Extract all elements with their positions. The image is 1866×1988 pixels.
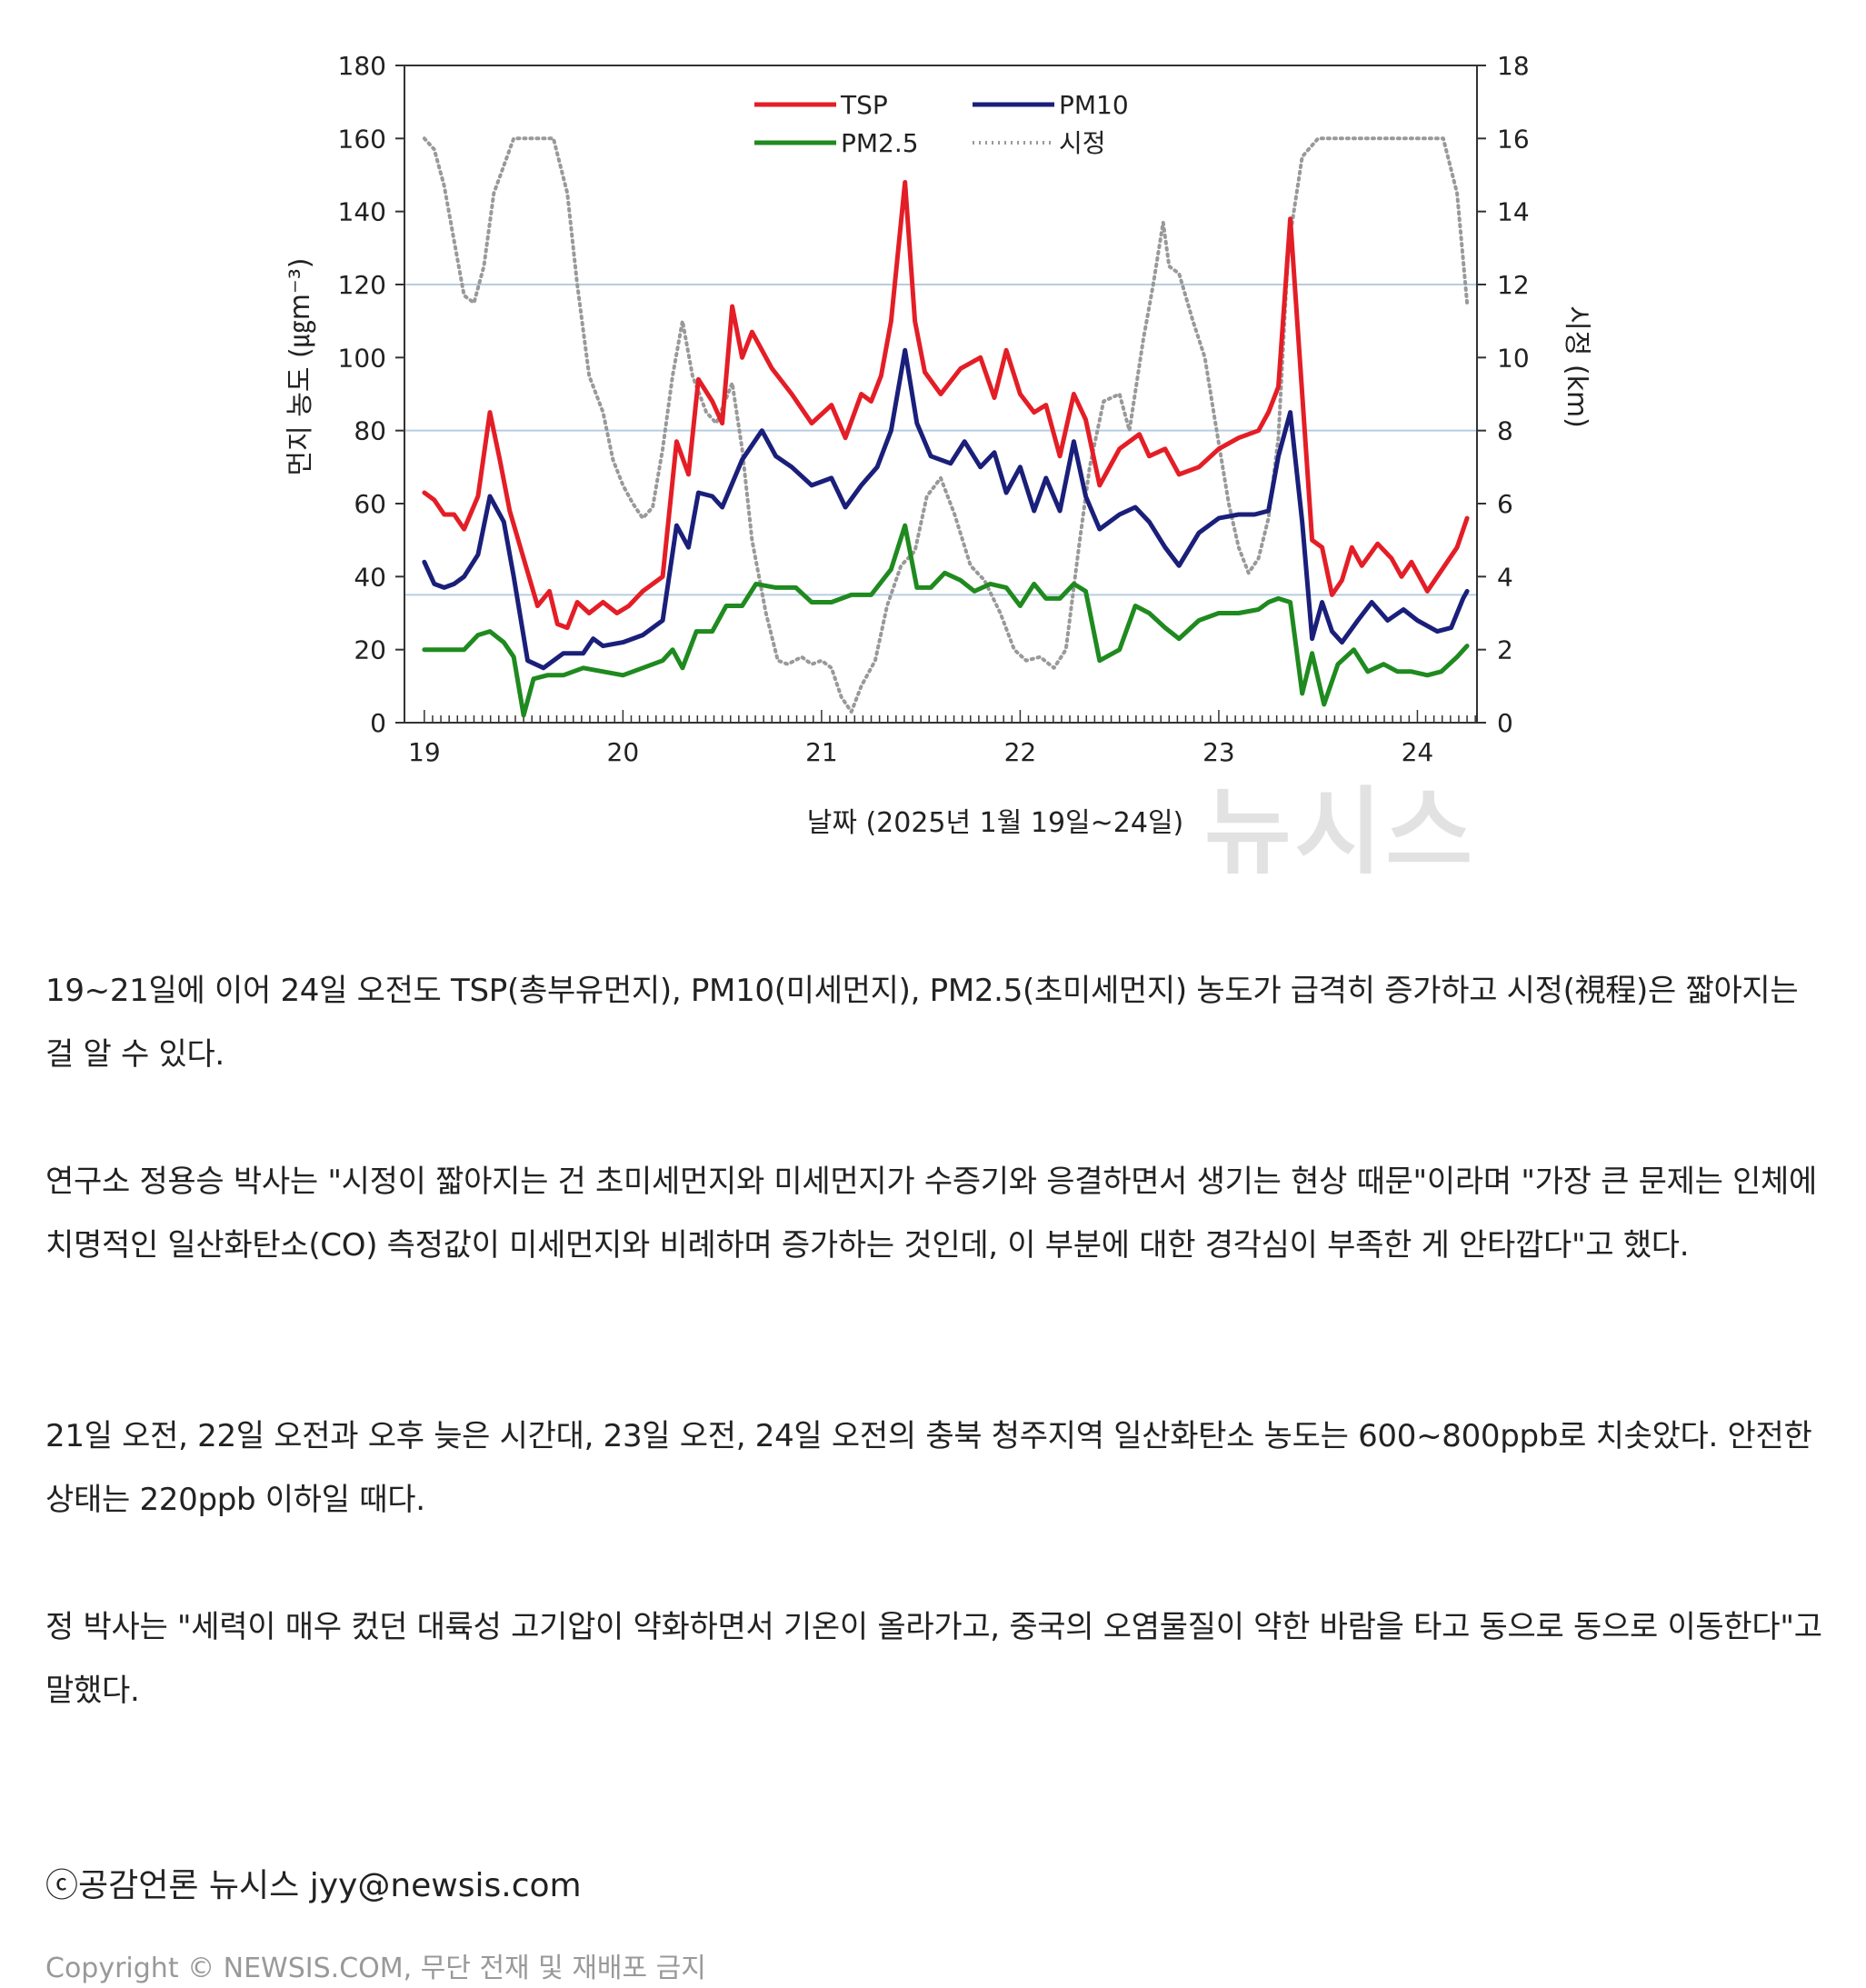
- y-left-tick-label: 160: [338, 124, 386, 154]
- legend-label: PM10: [1059, 90, 1129, 120]
- article-paragraph-1: 19~21일에 이어 24일 오전도 TSP(총부유먼지), PM10(미세먼지…: [45, 959, 1827, 1086]
- y-left-tick-label: 180: [338, 51, 386, 81]
- chart-svg: 0204060801001201401601800246810121416181…: [284, 51, 1592, 839]
- paragraph-text: 정 박사는 "세력이 매우 컸던 대륙성 고기압이 약화하면서 기온이 올라가고…: [45, 1609, 1822, 1709]
- dust-concentration-chart: 0 20 40 60 80 100 120 140 160 180 0 2 4 6 8 10 12 14 16 18 1…: [264, 36, 1600, 887]
- legend-label: TSP: [840, 90, 888, 120]
- x-axis-label: 날짜 (2025년 1월 19일~24일): [807, 807, 1184, 839]
- y-left-tick-label: 100: [338, 343, 386, 373]
- x-tick-label: 23: [1202, 737, 1235, 767]
- article-paragraph-3: 21일 오전, 22일 오전과 오후 늦은 시간대, 23일 오전, 24일 오…: [45, 1404, 1827, 1532]
- y-left-tick-label: 120: [338, 270, 386, 300]
- y-left-axis-label: 먼지 농도 (㎍m⁻³): [284, 258, 316, 476]
- series-line-visibility: [422, 136, 1470, 714]
- series-line-tsp: [422, 180, 1470, 631]
- x-tick-label: 22: [1004, 737, 1037, 767]
- y-left-tick-label: 0: [370, 708, 386, 738]
- x-tick-label: 24: [1402, 737, 1434, 767]
- y-right-tick-label: 0: [1497, 708, 1513, 738]
- plot-frame: [404, 65, 1478, 724]
- series-line-pm10: [422, 347, 1470, 671]
- article-paragraph-4: 정 박사는 "세력이 매우 컸던 대륙성 고기압이 약화하면서 기온이 올라가고…: [45, 1595, 1827, 1723]
- paragraph-text: 21일 오전, 22일 오전과 오후 늦은 시간대, 23일 오전, 24일 오…: [45, 1418, 1812, 1518]
- y-left-tick-label: 140: [338, 197, 386, 227]
- y-right-axis-label: 시정 (km): [1561, 305, 1592, 428]
- series-line-pm25: [422, 523, 1470, 718]
- y-left-tick-label: 60: [354, 489, 386, 519]
- x-tick-label: 19: [408, 737, 441, 767]
- legend-label: 시정: [1059, 128, 1106, 158]
- y-left-tick-label: 80: [354, 416, 386, 446]
- legend-label: PM2.5: [841, 128, 919, 158]
- y-right-tick-label: 2: [1497, 635, 1513, 665]
- y-right-tick-label: 4: [1497, 562, 1513, 592]
- paragraph-text: 19~21일에 이어 24일 오전도 TSP(총부유먼지), PM10(미세먼지…: [45, 973, 1799, 1073]
- y-left-tick-label: 20: [354, 635, 386, 665]
- y-right-tick-label: 14: [1497, 197, 1530, 227]
- x-tick-label: 21: [805, 737, 838, 767]
- y-right-tick-label: 10: [1497, 343, 1530, 373]
- y-left-tick-label: 40: [354, 562, 386, 592]
- x-tick-label: 20: [607, 737, 640, 767]
- article-paragraph-2: 연구소 정용승 박사는 "시정이 짧아지는 건 초미세먼지와 미세먼지가 수증기…: [45, 1150, 1827, 1277]
- y-right-tick-label: 8: [1497, 416, 1513, 446]
- y-right-tick-label: 6: [1497, 489, 1513, 519]
- copyright-notice: Copyright © NEWSIS.COM, 무단 전재 및 재배포 금지: [45, 1953, 706, 1984]
- y-right-tick-label: 12: [1497, 270, 1530, 300]
- newsis-watermark: 뉴시스: [1204, 776, 1477, 887]
- byline: ⓒ공감언론 뉴시스 jyy@newsis.com: [45, 1867, 582, 1904]
- y-right-tick-label: 18: [1497, 51, 1530, 81]
- y-right-tick-label: 16: [1497, 124, 1530, 154]
- paragraph-text: 연구소 정용승 박사는 "시정이 짧아지는 건 초미세먼지와 미세먼지가 수증기…: [45, 1164, 1818, 1264]
